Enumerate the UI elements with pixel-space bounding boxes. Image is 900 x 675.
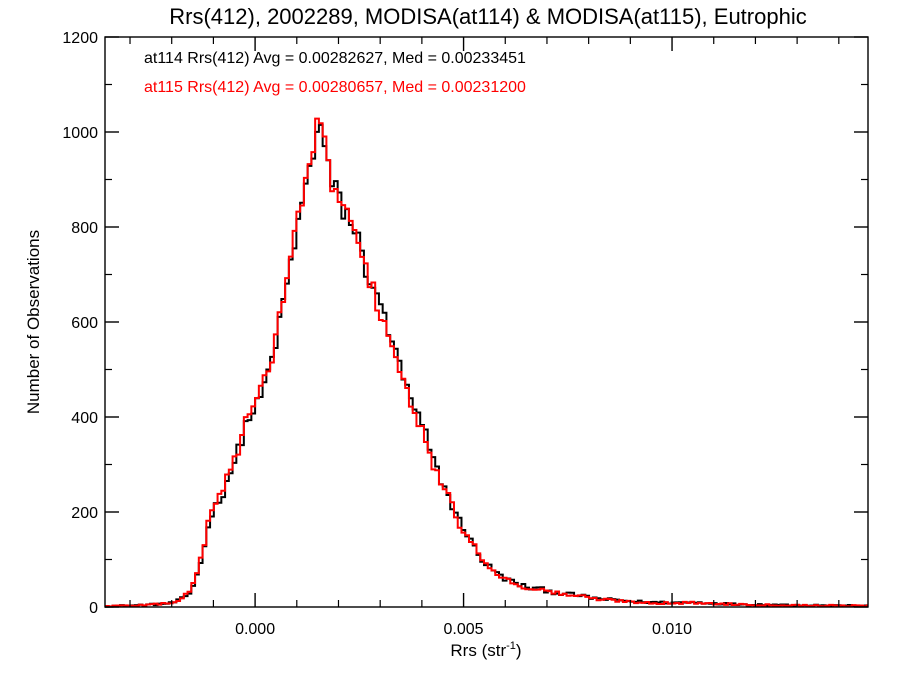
plot-area: 0 200 400 600 800 1000 1200 0.000 0.005 0.010 bbox=[62, 30, 869, 638]
series-at115-line bbox=[105, 117, 868, 608]
x-tick-label: 0.010 bbox=[652, 621, 692, 638]
y-tick-label: 1200 bbox=[62, 30, 98, 47]
annotation-at114: at114 Rrs(412) Avg = 0.00282627, Med = 0… bbox=[144, 50, 526, 67]
x-axis-label: Rrs (str-1) bbox=[450, 640, 521, 660]
series-at114-line bbox=[105, 123, 868, 608]
chart-title: Rrs(412), 2002289, MODISA(at114) & MODIS… bbox=[169, 4, 806, 29]
y-tick-label: 1000 bbox=[62, 125, 98, 142]
plot-frame bbox=[104, 36, 869, 608]
annotations: at114 Rrs(412) Avg = 0.00282627, Med = 0… bbox=[144, 50, 526, 96]
y-tick-label: 800 bbox=[71, 220, 98, 237]
y-axis-label: Number of Observations bbox=[24, 230, 43, 414]
ticks-layer: 0 200 400 600 800 1000 1200 0.000 0.005 0.010 bbox=[62, 30, 868, 638]
y-tick-label: 600 bbox=[71, 315, 98, 332]
annotation-at115: at115 Rrs(412) Avg = 0.00280657, Med = 0… bbox=[144, 79, 526, 96]
y-tick-label: 200 bbox=[71, 505, 98, 522]
y-tick-label: 0 bbox=[89, 600, 98, 617]
series-layer bbox=[105, 117, 868, 608]
y-tick-label: 400 bbox=[71, 410, 98, 427]
x-tick-label: 0.005 bbox=[444, 621, 484, 638]
x-tick-label: 0.000 bbox=[235, 621, 275, 638]
